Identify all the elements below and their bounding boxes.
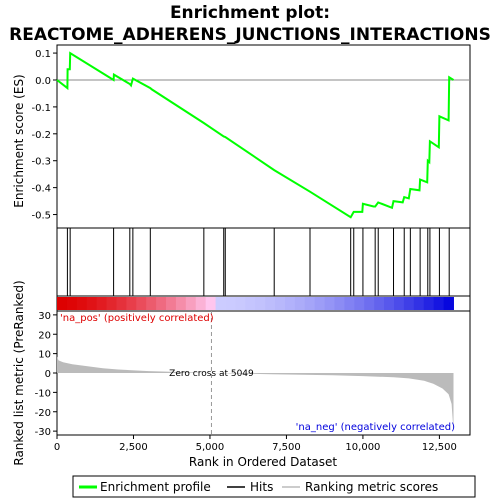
metric-y-axis-label: Ranked list metric (PreRanked) bbox=[12, 280, 26, 465]
x-tick-label: 2,500 bbox=[119, 442, 148, 453]
neg-label: 'na_neg' (negatively correlated) bbox=[296, 422, 455, 433]
rank-color-segment bbox=[394, 297, 404, 310]
rank-color-segment bbox=[97, 297, 107, 310]
rank-color-segment bbox=[364, 297, 374, 310]
es-y-axis: 0.1 0.0 -0.1 -0.2 -0.3 -0.4 -0.5 bbox=[31, 49, 57, 221]
rank-color-segment bbox=[335, 297, 345, 310]
rank-color-segment bbox=[235, 297, 245, 310]
rank-color-segments bbox=[57, 297, 454, 310]
zero-cross-label: Zero cross at 5049 bbox=[169, 369, 254, 379]
rank-color-segment bbox=[57, 297, 67, 310]
rank-color-segment bbox=[315, 297, 325, 310]
rank-color-segment bbox=[265, 297, 275, 310]
rank-color-segment bbox=[414, 297, 424, 310]
x-tick-label: 0 bbox=[54, 442, 60, 453]
rank-color-segment bbox=[275, 297, 285, 310]
rank-color-segment bbox=[285, 297, 295, 310]
es-y-tick-label: 0.0 bbox=[35, 76, 51, 87]
rank-color-segment bbox=[206, 297, 216, 310]
metric-y-tick-label: -10 bbox=[35, 388, 51, 399]
metric-y-tick-label: 10 bbox=[38, 350, 51, 361]
es-y-axis-label: Enrichment score (ES) bbox=[12, 74, 26, 207]
pos-label: 'na_pos' (positively correlated) bbox=[60, 313, 214, 324]
rank-color-segment bbox=[136, 297, 146, 310]
metric-y-tick-label: 30 bbox=[38, 311, 51, 322]
x-axis-label: Rank in Ordered Dataset bbox=[189, 455, 337, 469]
legend-label-enrichment: Enrichment profile bbox=[100, 480, 211, 494]
metric-y-tick-label: 0 bbox=[45, 369, 51, 380]
metric-y-tick-label: 20 bbox=[38, 330, 51, 341]
legend-label-ranking: Ranking metric scores bbox=[305, 480, 438, 494]
rank-color-segment bbox=[424, 297, 434, 310]
x-tick-label: 12,500 bbox=[422, 442, 457, 453]
metric-y-axis: 30 20 10 0 -10 -20 -30 bbox=[35, 311, 57, 438]
rank-color-segment bbox=[226, 297, 236, 310]
rank-color-segment bbox=[255, 297, 265, 310]
es-y-tick-label: -0.1 bbox=[31, 103, 51, 114]
rank-color-segment bbox=[186, 297, 196, 310]
rank-color-segment bbox=[77, 297, 87, 310]
x-tick-label: 10,000 bbox=[345, 442, 380, 453]
rank-color-segment bbox=[384, 297, 394, 310]
rank-color-segment bbox=[444, 297, 454, 310]
rank-color-segment bbox=[67, 297, 77, 310]
rank-color-segment bbox=[156, 297, 166, 310]
x-tick-label: 5,000 bbox=[196, 442, 225, 453]
rank-color-segment bbox=[404, 297, 414, 310]
rank-color-segment bbox=[305, 297, 315, 310]
rank-color-segment bbox=[374, 297, 384, 310]
rank-color-segment bbox=[196, 297, 206, 310]
es-panel-frame bbox=[57, 45, 470, 228]
rank-color-segment bbox=[344, 297, 354, 310]
hits-panel-frame bbox=[57, 228, 470, 296]
legend-label-hits: Hits bbox=[250, 480, 273, 494]
es-y-tick-label: -0.2 bbox=[31, 130, 51, 141]
rank-color-segment bbox=[434, 297, 444, 310]
rank-color-segment bbox=[354, 297, 364, 310]
rank-color-segment bbox=[116, 297, 126, 310]
es-y-tick-label: -0.5 bbox=[31, 211, 51, 222]
x-tick-label: 7,500 bbox=[272, 442, 301, 453]
rank-color-segment bbox=[146, 297, 156, 310]
legend: Enrichment profile Hits Ranking metric s… bbox=[73, 476, 475, 497]
rank-color-segment bbox=[107, 297, 117, 310]
rank-color-segment bbox=[126, 297, 136, 310]
rank-color-bar bbox=[57, 296, 470, 311]
es-y-tick-label: -0.3 bbox=[31, 157, 51, 168]
rank-color-segment bbox=[245, 297, 255, 310]
es-panel: 0.1 0.0 -0.1 -0.2 -0.3 -0.4 -0.5 Enrichment sc… bbox=[12, 45, 470, 228]
rank-color-segment bbox=[87, 297, 97, 310]
rank-color-segment bbox=[295, 297, 305, 310]
rank-color-segment bbox=[176, 297, 186, 310]
es-y-tick-label: -0.4 bbox=[31, 184, 51, 195]
metric-y-tick-label: -30 bbox=[35, 427, 51, 438]
rank-color-segment bbox=[216, 297, 226, 310]
x-axis: 0 2,500 5,000 7,500 10,000 12,500 bbox=[54, 435, 457, 453]
chart-title-line1: Enrichment plot: bbox=[170, 3, 330, 23]
hits-panel bbox=[57, 228, 470, 296]
rank-color-segment bbox=[325, 297, 335, 310]
chart-title-line2: REACTOME_ADHERENS_JUNCTIONS_INTERACTIONS bbox=[9, 25, 491, 45]
es-y-tick-label: 0.1 bbox=[35, 49, 51, 60]
metric-y-tick-label: -20 bbox=[35, 408, 51, 419]
rank-color-segment bbox=[166, 297, 176, 310]
